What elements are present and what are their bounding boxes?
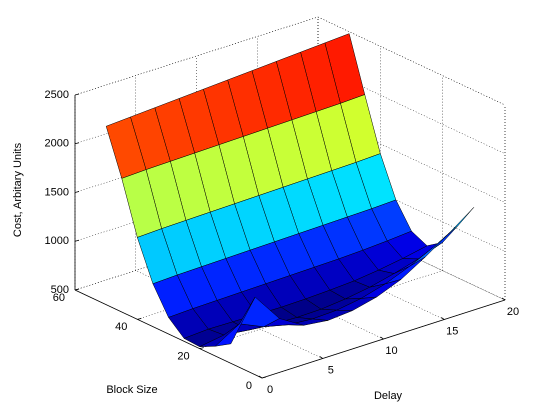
tick-mark [74,142,80,145]
z-tick-label: 500 [51,284,69,296]
z-tick-label: 1000 [45,235,69,247]
x-tick-label: 15 [446,325,458,337]
y-tick-label: 40 [115,321,127,333]
y-axis-label: Block Size [106,384,157,396]
box-line [74,16,319,96]
grid-line [74,114,319,193]
axis-line [74,289,263,379]
x-tick-label: 20 [507,306,519,318]
x-tick-label: 10 [385,345,397,357]
tick-mark [74,191,80,193]
z-tick-label: 2000 [45,138,69,150]
z-tick-label: 1500 [45,186,69,198]
y-tick-label: 20 [177,351,189,363]
x-axis-label: Delay [374,390,403,402]
x-tick-label: 0 [267,384,273,396]
tick-mark [380,336,384,340]
tick-mark [319,356,323,359]
tick-mark [74,239,80,242]
tick-mark [74,93,80,96]
grid-line [199,270,443,349]
tick-mark [441,317,445,320]
z-axis-label: Cost, Arbitary Units [12,142,24,237]
tick-mark [261,376,267,379]
grid-line [74,211,319,291]
tick-mark [199,347,204,350]
x-tick-label: 5 [328,364,334,376]
tick-mark [258,375,263,379]
z-tick-label: 2500 [45,89,69,101]
grid-line [74,163,319,242]
tick-mark [137,317,142,320]
y-tick-label: 60 [53,292,65,304]
tick-mark [74,288,80,291]
tick-mark [501,297,506,301]
surface-face [214,296,256,347]
y-tick-label: 0 [246,380,252,392]
